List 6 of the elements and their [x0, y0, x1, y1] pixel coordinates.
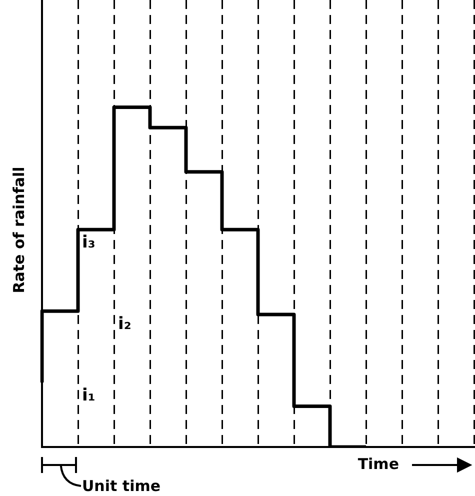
text: Unit time — [82, 476, 161, 495]
y-axis-title: Rate of rainfall — [10, 166, 28, 294]
annotation: i₁ — [82, 385, 96, 406]
x-axis-title: Time — [358, 454, 399, 473]
annotation: i₃ — [82, 232, 96, 252]
annotation: i₂ — [118, 314, 132, 334]
